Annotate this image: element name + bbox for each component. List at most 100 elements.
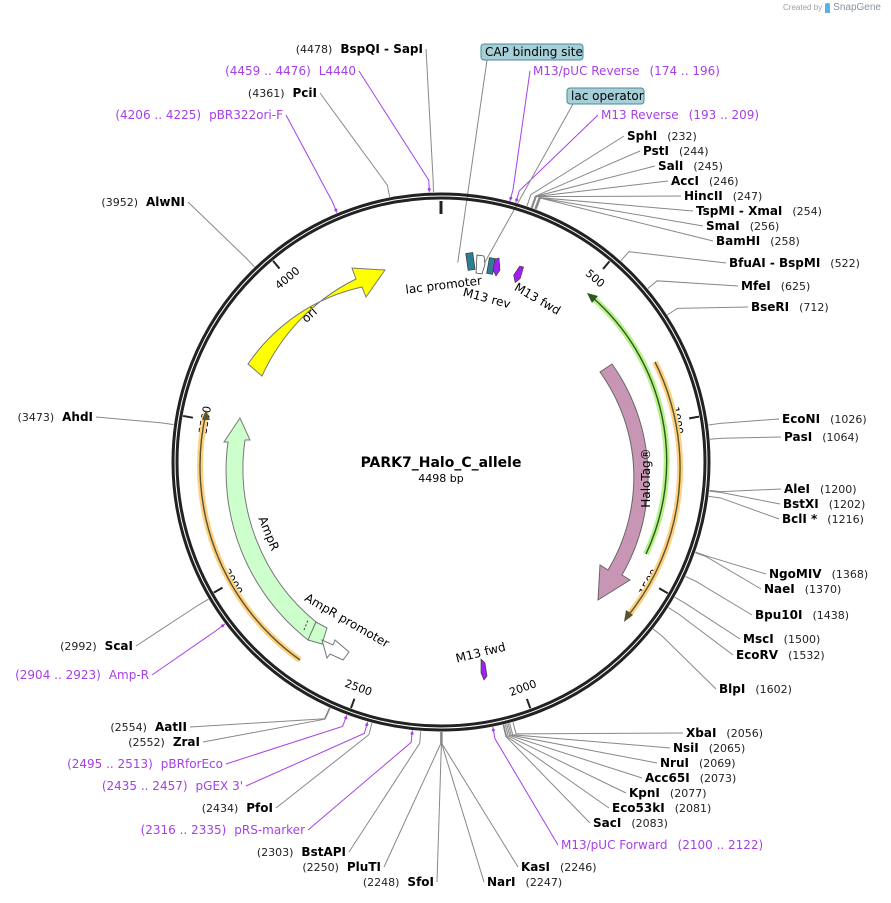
- enzyme-label[interactable]: XbaI (2056): [686, 726, 763, 740]
- enzyme-leader: [348, 731, 422, 853]
- enzyme-label[interactable]: KpnI (2077): [629, 786, 706, 800]
- primer-leader: [358, 70, 430, 193]
- snapgene-credit: Created by SnapGene: [783, 2, 881, 13]
- enzyme-leader: [526, 135, 625, 207]
- tick-3000: [213, 586, 224, 594]
- enzyme-leader: [668, 607, 734, 656]
- m13-fwd-bottom-glyph: [480, 658, 488, 681]
- primer-label[interactable]: (4459 .. 4476) L4440: [225, 64, 356, 78]
- enzyme-label[interactable]: (2434) PfoI: [202, 801, 273, 815]
- enzyme-label[interactable]: BclI * (1216): [782, 512, 864, 526]
- enzyme-label[interactable]: (2303) BstAPI: [257, 845, 346, 859]
- credit-prefix: Created by: [783, 3, 823, 12]
- enzyme-label[interactable]: NarI (2247): [487, 875, 562, 889]
- enzyme-label[interactable]: (2992) ScaI: [60, 639, 133, 653]
- enzyme-label[interactable]: HincII (247): [684, 189, 762, 203]
- feature-halotag[interactable]: HaloTag®: [597, 363, 653, 601]
- tick-1000: [689, 415, 700, 420]
- enzyme-label[interactable]: SacI (2083): [593, 816, 668, 830]
- enzyme-label[interactable]: NgoMIV (1368): [769, 567, 868, 581]
- backbone: [171, 192, 711, 732]
- lac-region-features: [465, 252, 524, 681]
- cap-site-glyph: [465, 252, 476, 271]
- primer-label[interactable]: M13 Reverse (193 .. 209): [601, 108, 759, 122]
- enzyme-label[interactable]: (2250) PluTI: [302, 860, 381, 874]
- enzyme-label[interactable]: (2554) AatII: [110, 720, 187, 734]
- enzyme-leader: [695, 552, 762, 590]
- enzyme-label[interactable]: BfuAI - BspMI (522): [729, 256, 860, 270]
- enzyme-label[interactable]: TspMI - XmaI (254): [696, 204, 822, 218]
- enzyme-label[interactable]: (4478) BspQI - SapI: [296, 42, 423, 56]
- enzyme-leader: [275, 722, 373, 809]
- enzyme-label[interactable]: NsiI (2065): [673, 741, 745, 755]
- enzyme-label[interactable]: Bpu10I (1438): [755, 608, 849, 622]
- enzyme-label[interactable]: (4361) PciI: [248, 86, 317, 100]
- m13-fwd-bottom-label: M13 fwd: [454, 640, 507, 666]
- enzyme-leader: [503, 724, 610, 809]
- feature-ori[interactable]: ori: [247, 267, 386, 377]
- enzyme-leader: [436, 731, 442, 883]
- enzyme-label[interactable]: NaeI (1370): [764, 582, 841, 596]
- enzyme-label[interactable]: (2552) ZraI: [128, 735, 200, 749]
- misc-feature-box[interactable]: [480, 43, 584, 61]
- tick-2500: [350, 698, 356, 709]
- enzyme-label[interactable]: AccI (246): [671, 174, 739, 188]
- enzyme-label[interactable]: EcoNI (1026): [782, 412, 867, 426]
- tick-3500: [182, 414, 194, 419]
- enzyme-leader: [652, 628, 717, 690]
- enzyme-label[interactable]: (3473) AhdI: [18, 410, 93, 424]
- primer-label[interactable]: (2904 .. 2923) Amp-R: [15, 668, 149, 682]
- primer-label[interactable]: M13/pUC Reverse (174 .. 196): [533, 64, 720, 78]
- enzyme-leader: [187, 201, 255, 268]
- enzyme-leader: [509, 723, 671, 749]
- m13-fwd-top-label: M13 fwd: [512, 280, 563, 318]
- enzyme-label[interactable]: AleI (1200): [784, 482, 857, 496]
- enzyme-label[interactable]: NruI (2069): [660, 756, 736, 770]
- enzyme-label[interactable]: MscI (1500): [743, 632, 820, 646]
- tick-label: 2500: [343, 677, 374, 699]
- enzyme-label[interactable]: SphI (232): [627, 129, 697, 143]
- enzyme-label[interactable]: Eco53kI (2081): [612, 801, 711, 815]
- tick-label: 500: [583, 267, 607, 290]
- enzyme-leader: [647, 280, 739, 289]
- enzyme-leader: [512, 722, 684, 735]
- enzyme-label[interactable]: MfeI (625): [741, 279, 810, 293]
- misc-feature-boxes: CAP binding site lac operator: [480, 43, 645, 105]
- enzyme-label[interactable]: BstXI (1202): [783, 497, 865, 511]
- enzyme-label[interactable]: SmaI (256): [706, 219, 779, 233]
- enzyme-label[interactable]: PstI (244): [643, 144, 709, 158]
- plasmid-length: 4498 bp: [418, 472, 463, 485]
- m13-fwd-top-glyph: [513, 265, 524, 284]
- enzyme-label[interactable]: BseRI (712): [751, 300, 829, 314]
- primer-leader: [245, 721, 369, 787]
- site-labels: SphI (232)PstI (244)SalI (245)AccI (246)Hinc…: [15, 42, 868, 889]
- leader-lines: [95, 48, 782, 883]
- primer-label[interactable]: (4206 .. 4225) pBR322ori-F: [115, 108, 283, 122]
- primer-label[interactable]: (2316 .. 2335) pRS-marker: [141, 823, 305, 837]
- enzyme-leader: [189, 707, 330, 728]
- enzyme-label[interactable]: KasI (2246): [521, 860, 597, 874]
- enzyme-label[interactable]: BamHI (258): [716, 234, 800, 248]
- enzyme-leader: [202, 707, 331, 743]
- enzyme-label[interactable]: (3952) AlwNI: [101, 195, 185, 209]
- primer-label[interactable]: (2435 .. 2457) pGEX 3': [102, 779, 243, 793]
- enzyme-label[interactable]: BlpI (1602): [719, 682, 792, 696]
- enzyme-leader: [531, 165, 656, 208]
- enzyme-leader: [667, 306, 749, 316]
- enzyme-label[interactable]: EcoRV (1532): [736, 648, 825, 662]
- primer-leader: [225, 714, 348, 765]
- enzyme-leader: [441, 731, 519, 868]
- enzyme-label[interactable]: Acc65I (2073): [645, 771, 736, 785]
- enzyme-label[interactable]: PasI (1064): [784, 430, 859, 444]
- enzyme-label[interactable]: SalI (245): [658, 159, 723, 173]
- enzyme-leader: [531, 195, 682, 209]
- misc-feature-box[interactable]: [566, 87, 645, 105]
- primer-label[interactable]: (2495 .. 2513) pBRforEco: [67, 757, 223, 771]
- feature-ampr[interactable]: AmpR: [223, 416, 328, 645]
- primer-leader: [509, 70, 531, 202]
- orf-green: [587, 293, 670, 556]
- primer-label[interactable]: M13/pUC Forward (2100 .. 2122): [561, 838, 763, 852]
- enzyme-label[interactable]: (2248) SfoI: [363, 875, 434, 889]
- enzyme-leader: [531, 180, 669, 208]
